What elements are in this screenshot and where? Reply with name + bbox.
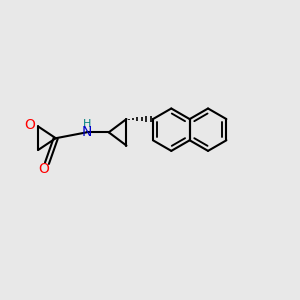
Text: H: H (83, 119, 92, 129)
Text: N: N (82, 125, 92, 139)
Text: O: O (39, 162, 50, 176)
Text: O: O (24, 118, 35, 132)
